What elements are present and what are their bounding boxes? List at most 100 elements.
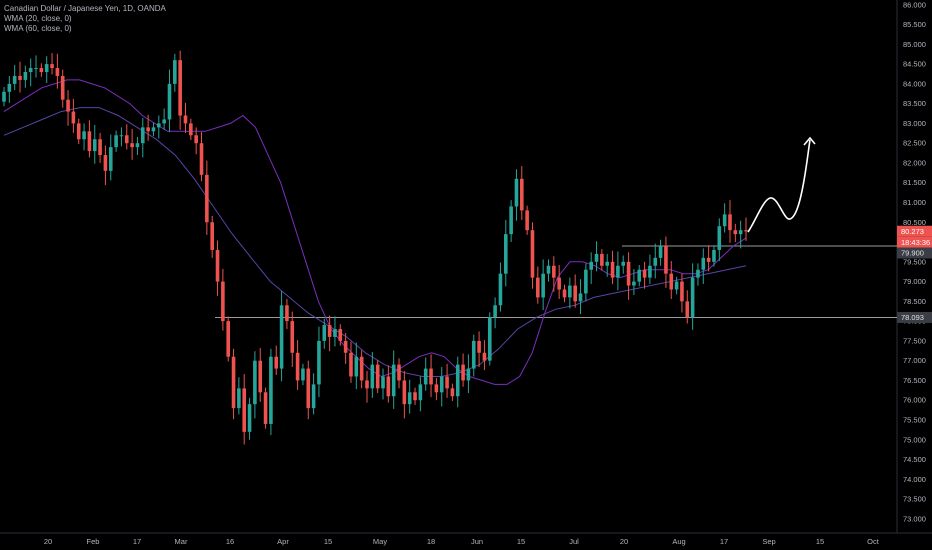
candle-up <box>632 281 636 286</box>
last-price-tag: 80.273 <box>901 227 924 236</box>
candle-down <box>573 285 577 302</box>
candle-down <box>530 230 535 278</box>
wma20-legend[interactable]: WMA (20, close, 0) <box>4 14 72 23</box>
candle-up <box>269 356 273 424</box>
chart-legend: Canadian Dollar / Japanese Yen, 1D, OAND… <box>4 4 166 34</box>
candle-down <box>263 392 268 424</box>
support-tag-bg <box>897 311 932 323</box>
candle-up <box>690 277 695 318</box>
price-axis[interactable]: 73.000 73.500 74.000 74.500 75.000 75.500 76.0… <box>903 0 926 523</box>
horizontal-lines <box>215 245 897 318</box>
candle-up <box>584 269 588 294</box>
candle-down <box>343 340 348 353</box>
candle-down <box>664 245 668 274</box>
candle-down <box>386 376 391 397</box>
candle-up <box>616 265 620 278</box>
candle-up <box>253 360 257 405</box>
candle-up <box>658 245 663 258</box>
x-tick-label: 17 <box>133 537 141 546</box>
candle-up <box>498 273 503 306</box>
candle-up <box>418 384 423 401</box>
candle-up <box>7 83 12 92</box>
candle-down <box>231 356 236 409</box>
y-tick-label: 77.500 <box>903 336 926 345</box>
y-tick-label: 73.000 <box>903 514 926 523</box>
candle-up <box>301 368 305 381</box>
candle-down <box>365 380 369 389</box>
wma60-legend[interactable]: WMA (60, close, 0) <box>4 24 72 33</box>
candle-down <box>71 111 76 124</box>
candle-up <box>322 325 327 341</box>
y-tick-label: 83.000 <box>903 119 926 128</box>
candle-down <box>258 360 263 393</box>
candle-down <box>226 321 231 357</box>
candle-down <box>680 281 684 302</box>
candle-up <box>722 214 727 227</box>
candle-down <box>189 123 193 136</box>
candle-up <box>2 91 6 102</box>
candle-up <box>354 356 359 377</box>
x-tick-label: Sep <box>762 537 775 546</box>
candle-down <box>744 230 748 232</box>
x-tick-label: 17 <box>720 537 728 546</box>
candle-up <box>237 388 241 409</box>
x-tick-label: Feb <box>87 537 100 546</box>
candle-down <box>728 214 732 231</box>
candle-up <box>493 305 497 318</box>
candle-up <box>594 253 599 262</box>
time-axis[interactable]: 20 Feb 17 Mar 16 Apr 15 May 18 Jun 15 Jul 20 Aug 17 Sep… <box>44 537 880 546</box>
y-tick-label: 82.500 <box>903 139 926 148</box>
candle-down <box>536 277 540 298</box>
candle-down <box>87 131 92 152</box>
candle-down <box>338 329 343 341</box>
y-tick-label: 78.500 <box>903 297 926 306</box>
candle-down <box>397 364 401 381</box>
y-tick-label: 84.500 <box>903 60 926 69</box>
candle-down <box>519 178 524 211</box>
candle-down <box>375 364 380 389</box>
arrow-head <box>803 136 816 146</box>
candle-down <box>210 222 214 250</box>
y-tick-label: 76.000 <box>903 396 926 405</box>
candle-up <box>423 368 428 385</box>
candle-down <box>194 135 198 144</box>
x-tick-label: 20 <box>44 537 52 546</box>
candle-up <box>247 404 252 432</box>
candle-up <box>92 139 97 152</box>
candle-up <box>637 269 642 282</box>
y-tick-label: 81.500 <box>903 178 926 187</box>
y-tick-label: 86.000 <box>903 0 926 9</box>
candle-up <box>157 123 161 128</box>
candle-down <box>706 257 711 262</box>
y-tick-label: 76.500 <box>903 376 926 385</box>
y-tick-label: 79.000 <box>903 277 926 286</box>
y-tick-label: 83.500 <box>903 99 926 108</box>
y-tick-label: 84.000 <box>903 79 926 88</box>
candle-up <box>509 206 513 235</box>
candle-down <box>66 99 70 112</box>
y-tick-label: 77.000 <box>903 356 926 365</box>
candle-down <box>146 127 150 132</box>
candle-up <box>568 285 572 298</box>
candle-up <box>514 178 519 207</box>
candle-down <box>295 352 300 381</box>
candle-down <box>285 305 289 322</box>
y-tick-label: 85.500 <box>903 20 926 29</box>
candle-down <box>130 143 134 148</box>
candle-down <box>685 301 690 318</box>
symbol-title[interactable]: Canadian Dollar / Japanese Yen, 1D, OAND… <box>4 4 166 13</box>
candle-up <box>28 68 33 73</box>
x-tick-label: Jun <box>471 537 483 546</box>
candle-up <box>621 261 626 266</box>
y-tick-label: 81.000 <box>903 198 926 207</box>
candle-down <box>183 115 188 124</box>
y-tick-label: 82.000 <box>903 158 926 167</box>
y-tick-label: 73.500 <box>903 495 926 504</box>
candle-up <box>370 364 375 389</box>
candle-down <box>55 68 60 76</box>
y-tick-label: 80.500 <box>903 218 926 227</box>
candle-up <box>119 135 124 137</box>
moving-averages <box>3 79 747 385</box>
candle-up <box>317 340 321 385</box>
